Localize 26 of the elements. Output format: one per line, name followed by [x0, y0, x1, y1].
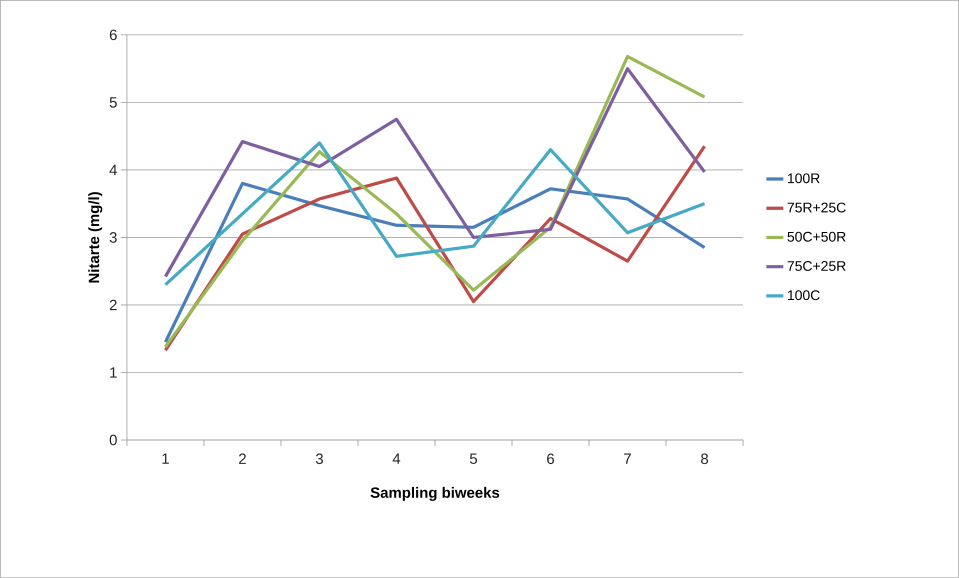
y-tick-label: 0	[110, 434, 117, 446]
y-tick-label: 2	[110, 300, 117, 310]
x-tick-label: 5	[470, 454, 478, 464]
line-series	[164, 67, 706, 278]
line-series	[164, 141, 706, 286]
x-tick-label: 7	[624, 454, 631, 464]
legend-label: 75C+25R	[788, 261, 846, 271]
legend-label: 100C	[788, 290, 820, 300]
y-tick-label: 6	[110, 30, 117, 40]
x-tick-label: 1	[162, 454, 169, 464]
y-tick-label: 5	[110, 97, 117, 108]
line-series	[164, 182, 706, 344]
legend-label: 100R	[788, 173, 820, 184]
x-tick-label: 8	[701, 454, 708, 464]
legend-label: 50C+50R	[787, 232, 846, 242]
x-tick-label: 2	[239, 454, 246, 464]
x-axis-title: Sampling biweeks	[370, 486, 500, 501]
x-tick-label: 6	[547, 454, 554, 464]
y-tick-label: 4	[109, 164, 117, 176]
legend-label: 75R+25C	[788, 202, 846, 213]
y-tick-label: 1	[110, 367, 117, 378]
x-tick-label: 4	[392, 454, 400, 464]
y-axis-title: Nitarte (mg/l)	[88, 192, 102, 283]
x-tick-label: 3	[316, 454, 323, 464]
y-tick-label: 3	[110, 232, 117, 243]
line-series	[164, 54, 706, 348]
